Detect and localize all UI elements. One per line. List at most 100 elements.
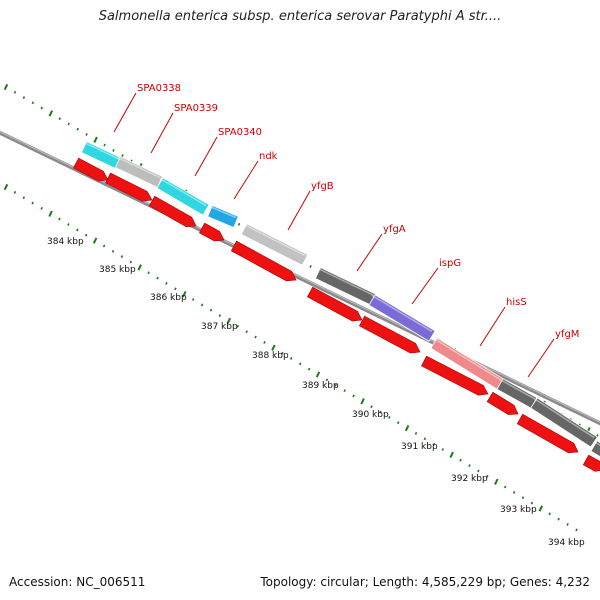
inner-tick — [289, 356, 293, 360]
feature-band — [590, 440, 600, 458]
inner-tick — [512, 490, 516, 494]
cds-track — [73, 157, 600, 472]
inner-tick — [102, 244, 106, 248]
feature-band — [207, 204, 239, 229]
inner-tick — [13, 190, 17, 194]
outer-tick — [93, 136, 98, 143]
inner-tick — [414, 431, 418, 435]
genome-summary: Topology: circular; Length: 4,585,229 bp… — [260, 575, 590, 589]
cds-arrow — [516, 413, 579, 454]
gene-label-leader — [233, 160, 259, 200]
inner-tick — [404, 424, 410, 432]
gene-label-leader — [479, 306, 506, 347]
gene-label: hisS — [506, 297, 527, 308]
kbp-label: 394 kbp — [548, 538, 585, 548]
outer-tick — [22, 96, 26, 100]
inner-tick — [31, 201, 34, 205]
kbp-label: 386 kbp — [150, 293, 187, 303]
inner-tick — [315, 371, 321, 378]
inner-tick — [111, 249, 115, 253]
feature-band-sheen — [159, 177, 207, 207]
cds-arrow — [230, 240, 297, 282]
gene-label: yfgA — [383, 224, 406, 235]
cds-arrow — [105, 172, 153, 202]
cds-arrow — [358, 315, 421, 354]
cds-arrow — [148, 195, 197, 228]
cds-arrow — [582, 454, 600, 472]
outer-tick — [3, 83, 9, 91]
outer-tick — [31, 101, 35, 105]
inner-tick — [209, 308, 213, 312]
outer-tick — [76, 127, 79, 131]
feature-band-sheen — [433, 337, 501, 381]
inner-tick — [307, 367, 311, 371]
gene-label: ispG — [439, 258, 461, 269]
gene-label: SPA0340 — [218, 127, 262, 138]
inner-tick — [191, 298, 195, 301]
feature-band-sheen — [317, 267, 375, 297]
inner-tick — [137, 264, 142, 271]
inner-tick — [92, 237, 98, 244]
feature-band-sheen — [117, 156, 161, 179]
inner-tick — [245, 330, 248, 334]
inner-tick — [281, 351, 284, 355]
outer-tick — [103, 143, 106, 147]
inner-tick — [40, 206, 43, 210]
inner-tick — [396, 421, 400, 425]
inner-tick — [156, 276, 159, 280]
inner-tick — [218, 314, 222, 318]
inner-tick — [503, 485, 507, 489]
cds-arrow — [198, 222, 225, 242]
outer-tick — [121, 154, 124, 158]
kbp-label: 387 kbp — [201, 322, 238, 332]
inner-tick — [477, 469, 480, 473]
gene-label-leader — [113, 92, 137, 133]
feature-band — [156, 177, 210, 216]
inner-tick — [557, 517, 560, 521]
inner-tick — [22, 196, 26, 200]
inner-tick — [271, 344, 276, 351]
cds-arrow — [486, 391, 519, 415]
inner-tick-ring — [3, 183, 578, 532]
cds-arrow — [421, 355, 489, 396]
gene-label: ndk — [259, 151, 278, 162]
inner-tick — [530, 501, 534, 505]
feature-band-sheen — [243, 223, 306, 257]
gene-label: SPA0338 — [137, 83, 181, 94]
gene-label-leader — [150, 112, 174, 154]
kbp-label: 384 kbp — [47, 237, 84, 247]
feature-band — [530, 397, 598, 448]
inner-tick — [486, 474, 489, 478]
inner-tick — [226, 317, 232, 325]
gene-label-leader — [287, 190, 311, 231]
inner-tick — [352, 394, 355, 398]
inner-tick — [521, 496, 525, 500]
inner-tick — [84, 233, 88, 237]
kbp-label: 391 kbp — [401, 442, 438, 452]
feature-band-sheen — [209, 205, 237, 219]
inner-tick — [120, 255, 124, 259]
inner-tick — [423, 437, 427, 441]
cds-arrow — [307, 286, 363, 322]
feature-band-sheen — [499, 378, 535, 400]
kbp-labels: 384 kbp 385 kbp 386 kbp 387 kbp 388 kbp 389 k… — [47, 237, 585, 548]
inner-tick — [58, 217, 61, 221]
inner-tick — [325, 378, 329, 382]
feature-band-sheen — [533, 397, 595, 439]
feature-band — [240, 223, 309, 266]
inner-tick — [48, 210, 53, 217]
inner-tick — [334, 383, 338, 387]
inner-tick — [298, 362, 302, 366]
gene-label: SPA0339 — [174, 103, 218, 114]
inner-tick — [200, 303, 204, 307]
inner-tick — [548, 512, 551, 516]
outer-tick — [237, 222, 241, 226]
inner-tick — [165, 281, 168, 285]
kbp-label: 388 kbp — [252, 351, 289, 361]
inner-tick — [538, 505, 544, 512]
feature-band-sheen — [83, 141, 121, 161]
inner-tick — [494, 478, 499, 485]
outer-tick — [85, 133, 88, 136]
